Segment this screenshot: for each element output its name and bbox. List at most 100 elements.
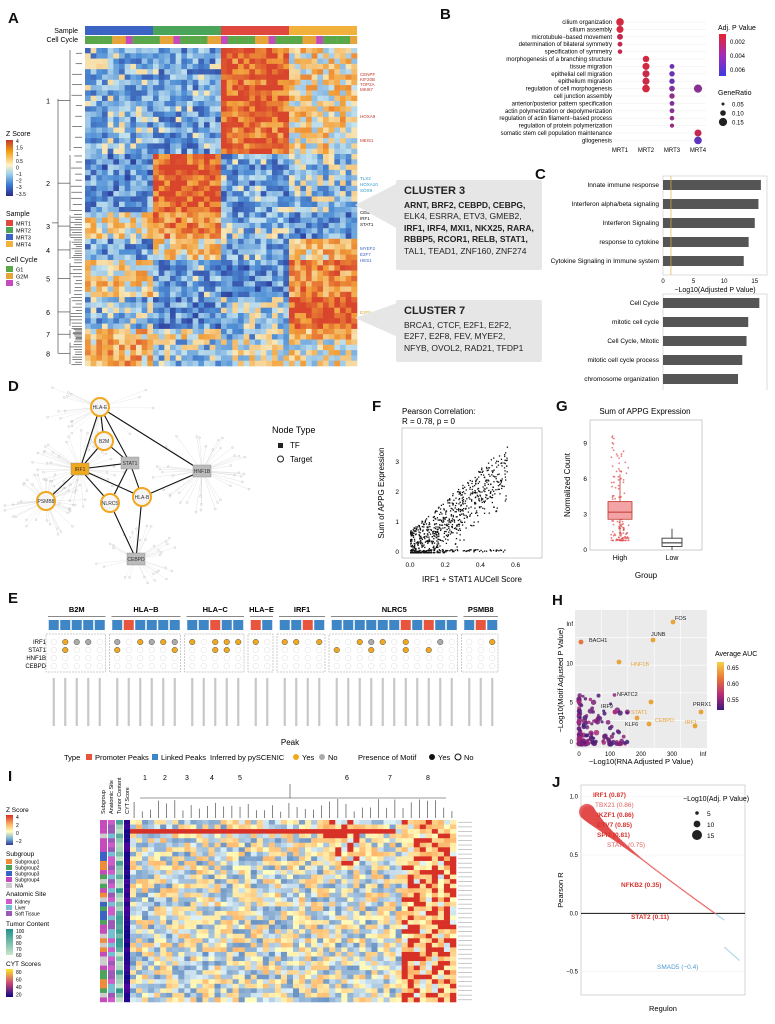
heatmap-cell <box>278 133 284 139</box>
heatmap-cell <box>130 112 136 118</box>
heatmap-cell <box>340 170 346 176</box>
heatmap-cell <box>317 117 323 123</box>
heatmap-cell <box>130 122 136 128</box>
scatter-point <box>436 537 437 538</box>
heatmap-cell <box>227 202 233 208</box>
heatmap-cell <box>300 244 306 250</box>
heatmap-cell <box>278 249 284 255</box>
go-dot <box>669 93 674 98</box>
heatmap-cell <box>300 75 306 81</box>
heatmap-cell <box>142 165 148 171</box>
motif-dot <box>426 663 432 669</box>
heatmap-cell <box>159 255 165 261</box>
heatmap-cell <box>351 223 357 229</box>
heatmap-cell <box>346 59 352 65</box>
heatmap-cell <box>312 112 318 118</box>
heatmap-cell <box>215 239 221 245</box>
scatter-point <box>434 549 435 550</box>
heatmap-cell <box>232 265 238 271</box>
heatmap-cell <box>102 329 108 335</box>
jitter-point <box>613 524 615 526</box>
heatmap-cell <box>346 271 352 277</box>
heatmap-cell <box>221 149 227 155</box>
heatmap-cell <box>187 80 193 86</box>
heatmap-cell <box>193 159 199 165</box>
heatmap-cell <box>249 117 255 123</box>
heatmap-cell <box>85 138 91 144</box>
scatter-point <box>444 527 445 528</box>
bar <box>663 237 749 247</box>
heatmap-cell <box>238 90 244 96</box>
heatmap-cell <box>295 340 301 346</box>
heatmap-cell <box>221 64 227 70</box>
scatter-point <box>449 529 450 530</box>
heatmap-cell <box>142 101 148 107</box>
scatter-point <box>481 497 482 498</box>
heatmap-cell <box>346 186 352 192</box>
heatmap-cell <box>238 287 244 293</box>
heatmap-cell <box>261 302 267 308</box>
heatmap-cell <box>244 122 250 128</box>
scatter-point <box>442 550 443 551</box>
heatmap-cell <box>346 154 352 160</box>
scatter-point <box>479 551 480 552</box>
sample-legend-label: MRT2 <box>16 229 31 235</box>
heatmap-cell <box>153 191 159 197</box>
heatmap-cell <box>136 117 142 123</box>
heatmap-cell <box>181 276 187 282</box>
heatmap-cell <box>317 276 323 282</box>
p-tick: 0.006 <box>730 68 746 74</box>
motif-dot <box>334 647 340 653</box>
scatter-point <box>467 516 468 517</box>
heatmap-cell <box>289 318 295 324</box>
heatmap-cell <box>125 112 131 118</box>
scatter-point <box>466 527 467 528</box>
heatmap-cell <box>346 302 352 308</box>
heatmap-cell <box>85 64 91 70</box>
heatmap-cell <box>261 292 267 298</box>
heatmap-cell <box>198 340 204 346</box>
cc-swatch <box>6 266 13 272</box>
heatmap-cell <box>232 80 238 86</box>
heatmap-cell <box>289 143 295 149</box>
heatmap-cell <box>261 175 267 181</box>
heatmap-cell <box>278 297 284 303</box>
scatter-point <box>424 552 425 553</box>
motif-dot <box>305 655 311 661</box>
heatmap-cell <box>130 207 136 213</box>
heatmap-cell <box>119 143 125 149</box>
heatmap-cell <box>289 239 295 245</box>
heatmap-cell <box>198 106 204 112</box>
heatmap-cell <box>176 159 182 165</box>
heatmap-cell <box>215 149 221 155</box>
heatmap-cell <box>266 318 272 324</box>
heatmap-cell <box>210 255 216 261</box>
heatmap-cell <box>170 234 176 240</box>
heatmap-cell <box>317 90 323 96</box>
heatmap-cell <box>113 128 119 134</box>
heatmap-cell <box>317 101 323 107</box>
motif-dot <box>293 647 299 653</box>
jitter-point <box>617 455 619 457</box>
heatmap-cell <box>170 90 176 96</box>
scatter-point <box>438 507 439 508</box>
heatmap-cell <box>91 59 97 65</box>
heatmap-cell <box>125 143 131 149</box>
heatmap-cell <box>96 355 102 361</box>
heatmap-cell <box>255 287 261 293</box>
heatmap-cell <box>187 101 193 107</box>
promoter-peak <box>303 620 313 630</box>
cell-cycle-track-segment <box>139 36 146 44</box>
heatmap-cell <box>130 249 136 255</box>
motif-dot <box>478 655 484 661</box>
heatmap-cell <box>102 149 108 155</box>
legend-motif-no: No <box>464 753 474 762</box>
heatmap-cell <box>289 340 295 346</box>
heatmap-cell <box>261 287 267 293</box>
heatmap-cell <box>125 133 131 139</box>
heatmap-cell <box>272 281 278 287</box>
scatter-points <box>410 447 508 554</box>
heatmap-cell <box>244 170 250 176</box>
heatmap-cell <box>244 313 250 319</box>
motif-dot <box>305 639 311 645</box>
